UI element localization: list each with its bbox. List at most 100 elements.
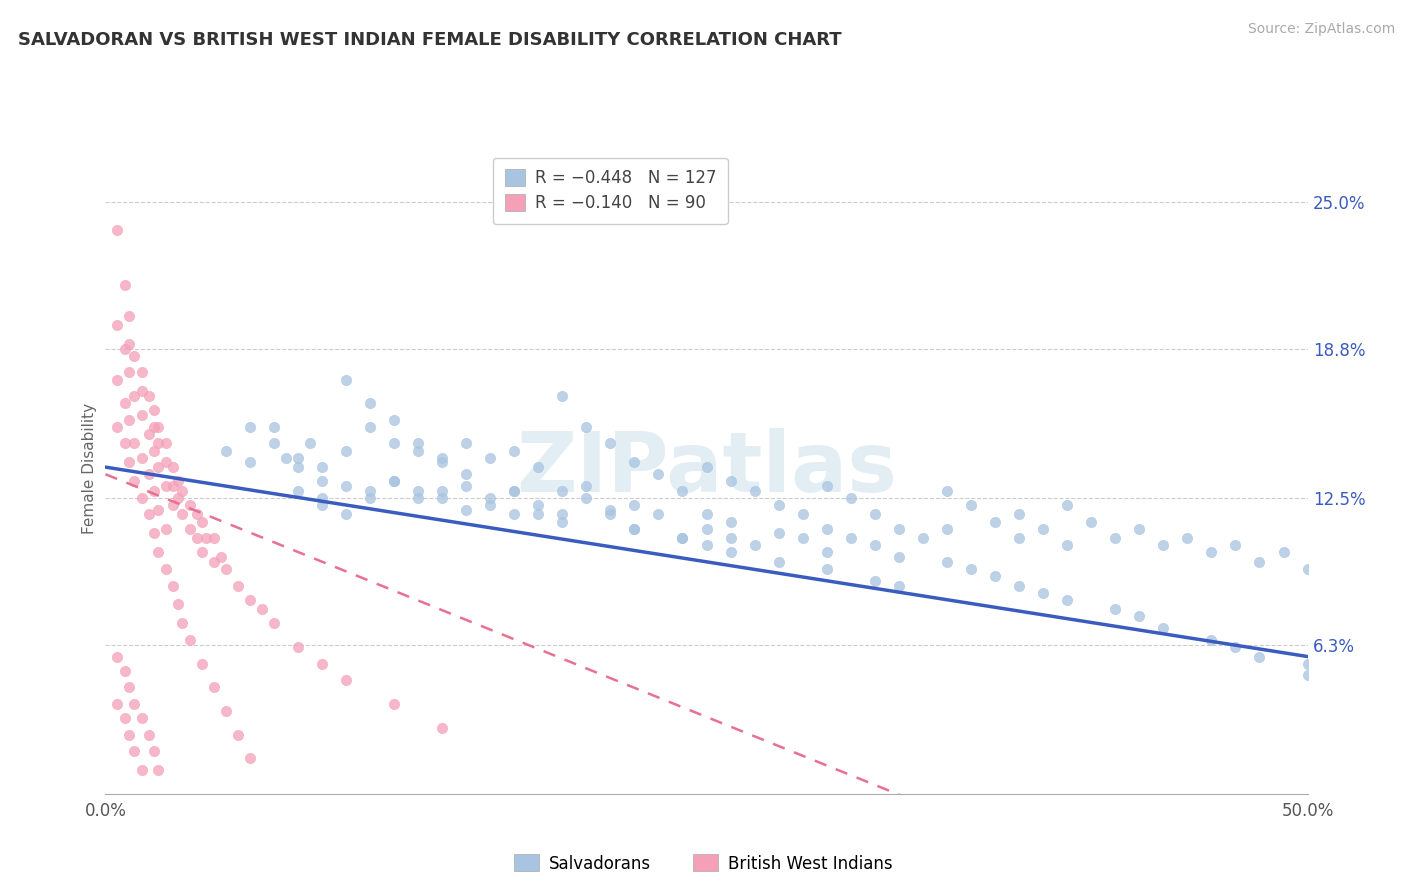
Point	[744, 483, 766, 498]
Point	[142, 744, 165, 758]
Point	[430, 483, 453, 498]
Point	[382, 413, 405, 427]
Point	[166, 598, 188, 612]
Point	[1201, 632, 1223, 647]
Point	[430, 450, 453, 465]
Point	[1032, 522, 1054, 536]
Point	[148, 502, 170, 516]
Point	[430, 491, 453, 505]
Point	[527, 460, 550, 475]
Point	[142, 420, 165, 434]
Point	[720, 545, 742, 559]
Point	[815, 545, 838, 559]
Point	[118, 337, 141, 351]
Point	[124, 389, 146, 403]
Point	[202, 555, 225, 569]
Point	[406, 436, 429, 450]
Text: SALVADORAN VS BRITISH WEST INDIAN FEMALE DISABILITY CORRELATION CHART: SALVADORAN VS BRITISH WEST INDIAN FEMALE…	[18, 31, 842, 49]
Point	[527, 498, 550, 512]
Point	[239, 592, 262, 607]
Point	[1008, 531, 1031, 545]
Point	[960, 562, 983, 576]
Point	[1296, 668, 1319, 682]
Point	[1056, 498, 1078, 512]
Point	[863, 508, 886, 522]
Point	[1152, 538, 1174, 552]
Point	[142, 526, 165, 541]
Point	[527, 508, 550, 522]
Point	[214, 704, 236, 718]
Point	[239, 455, 262, 469]
Point	[382, 697, 405, 711]
Point	[406, 443, 429, 458]
Point	[118, 728, 141, 742]
Point	[1104, 602, 1126, 616]
Point	[671, 531, 693, 545]
Point	[226, 728, 249, 742]
Point	[311, 498, 333, 512]
Point	[911, 531, 934, 545]
Point	[142, 443, 165, 458]
Point	[1175, 531, 1198, 545]
Point	[575, 479, 598, 493]
Point	[263, 616, 285, 631]
Point	[1008, 578, 1031, 592]
Point	[298, 436, 321, 450]
Point	[1201, 545, 1223, 559]
Point	[936, 483, 959, 498]
Point	[274, 450, 297, 465]
Point	[359, 483, 381, 498]
Text: ZIPatlas: ZIPatlas	[516, 428, 897, 508]
Point	[107, 223, 129, 237]
Point	[503, 508, 526, 522]
Y-axis label: Female Disability: Female Disability	[82, 402, 97, 534]
Point	[114, 664, 136, 678]
Point	[792, 508, 814, 522]
Point	[155, 455, 177, 469]
Point	[131, 384, 153, 399]
Point	[551, 389, 574, 403]
Point	[720, 475, 742, 489]
Point	[359, 491, 381, 505]
Legend: Salvadorans, British West Indians: Salvadorans, British West Indians	[508, 847, 898, 880]
Point	[696, 538, 718, 552]
Point	[430, 721, 453, 735]
Point	[1056, 592, 1078, 607]
Point	[166, 491, 188, 505]
Point	[214, 562, 236, 576]
Point	[936, 555, 959, 569]
Point	[1296, 562, 1319, 576]
Point	[202, 531, 225, 545]
Point	[671, 531, 693, 545]
Point	[599, 508, 621, 522]
Point	[287, 450, 309, 465]
Point	[1296, 657, 1319, 671]
Point	[118, 365, 141, 379]
Point	[863, 574, 886, 588]
Point	[124, 436, 146, 450]
Point	[1104, 531, 1126, 545]
Point	[179, 522, 201, 536]
Point	[696, 508, 718, 522]
Point	[114, 396, 136, 410]
Point	[960, 498, 983, 512]
Point	[263, 420, 285, 434]
Point	[124, 349, 146, 363]
Point	[720, 515, 742, 529]
Point	[406, 483, 429, 498]
Point	[359, 420, 381, 434]
Point	[142, 483, 165, 498]
Point	[1225, 538, 1247, 552]
Point	[839, 531, 862, 545]
Point	[887, 550, 910, 565]
Point	[209, 550, 232, 565]
Point	[551, 483, 574, 498]
Point	[647, 467, 669, 482]
Point	[671, 483, 693, 498]
Point	[131, 491, 153, 505]
Point	[503, 483, 526, 498]
Point	[138, 427, 160, 442]
Point	[179, 632, 201, 647]
Point	[454, 467, 477, 482]
Point	[335, 508, 357, 522]
